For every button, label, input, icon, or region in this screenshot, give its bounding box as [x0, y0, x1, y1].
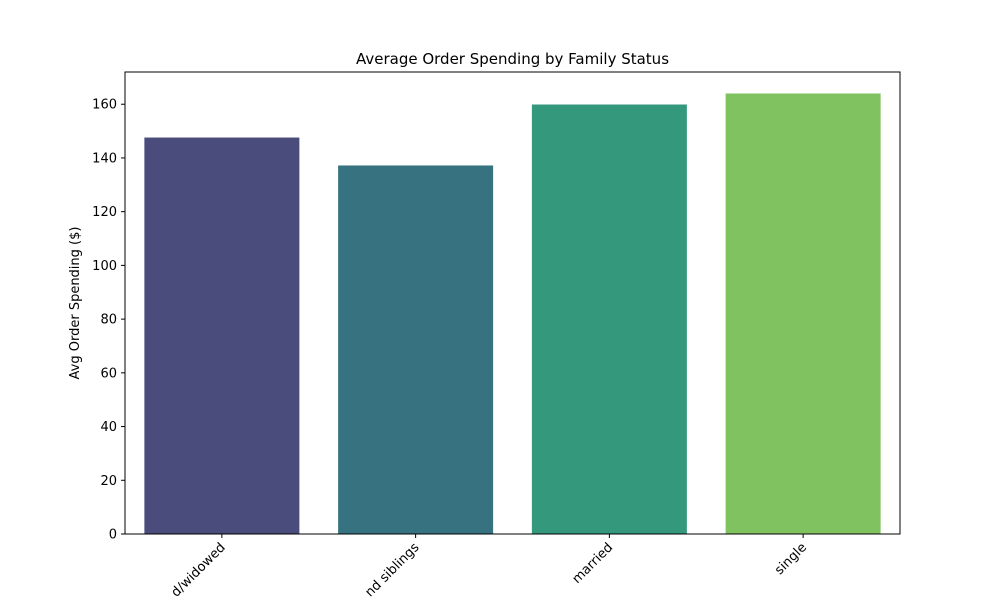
y-tick-label-0: 0 [109, 528, 117, 543]
y-axis-label: Avg Order Spending ($) [68, 227, 83, 380]
y-tick-label-3: 60 [100, 366, 117, 381]
y-tick-label-5: 100 [92, 259, 117, 274]
x-tick-label-0: d/widowed [169, 540, 229, 600]
y-tick-label-2: 40 [100, 420, 117, 435]
bar-0 [144, 137, 300, 534]
bar-2 [531, 104, 687, 534]
bar-3 [725, 93, 881, 534]
x-tick-label-1: nd siblings [363, 540, 423, 600]
x-tick-label-3: single [772, 540, 810, 578]
y-tick-label-4: 80 [100, 313, 117, 328]
y-tick-label-1: 20 [100, 474, 117, 489]
bars-group [144, 93, 881, 534]
y-tick-label-7: 140 [92, 151, 117, 166]
x-tick-label-2: married [570, 540, 617, 587]
y-tick-label-6: 120 [92, 205, 117, 220]
bar-1 [338, 165, 494, 534]
y-tick-label-8: 160 [92, 98, 117, 113]
x-axis: d/widowed nd siblings married single [169, 534, 810, 600]
y-axis: 0 20 40 60 80 100 120 140 160 [92, 98, 125, 543]
plot-frame [124, 71, 901, 535]
chart-title: Average Order Spending by Family Status [356, 50, 669, 68]
